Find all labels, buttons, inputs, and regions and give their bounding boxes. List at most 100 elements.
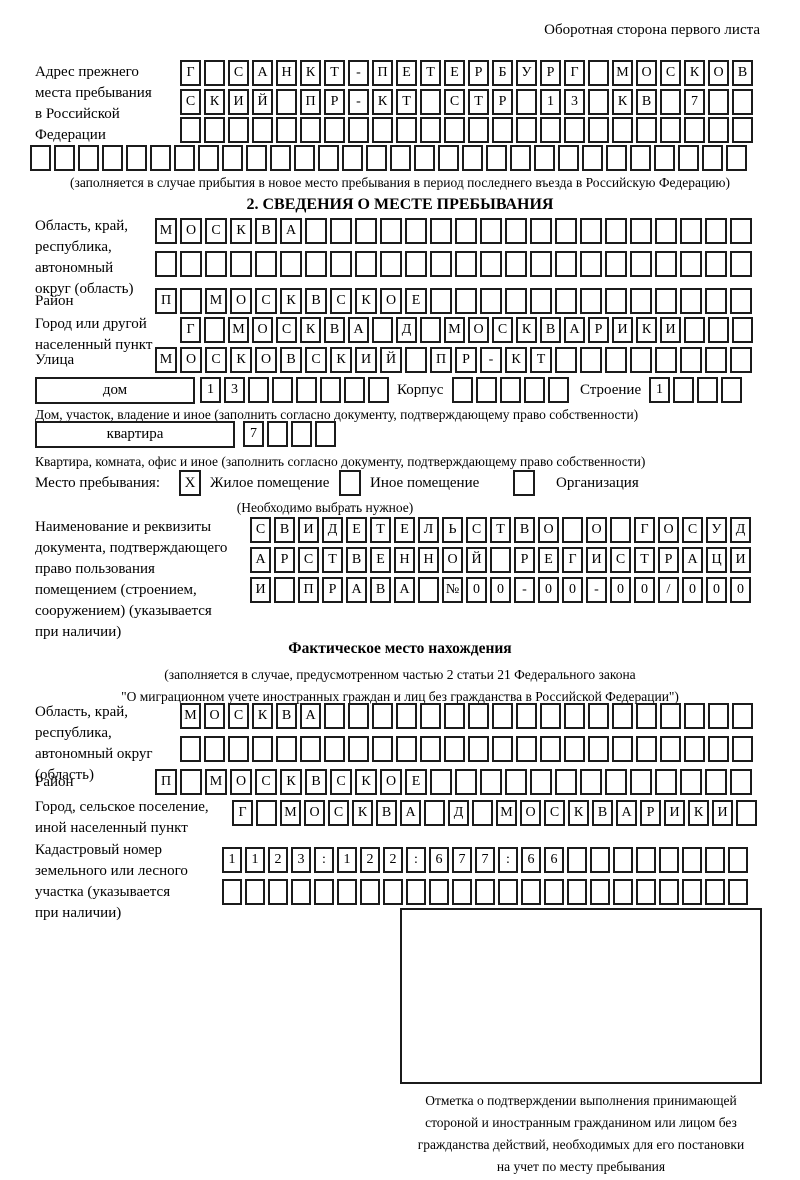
char-box[interactable] — [480, 769, 502, 795]
char-box[interactable]: 0 — [634, 577, 655, 603]
char-box[interactable]: М — [444, 317, 465, 343]
char-box[interactable]: 1 — [540, 89, 561, 115]
char-box[interactable] — [705, 347, 727, 373]
char-box[interactable] — [315, 421, 336, 447]
char-box[interactable] — [708, 117, 729, 143]
char-box[interactable] — [588, 60, 609, 86]
char-box[interactable]: К — [505, 347, 527, 373]
char-box[interactable] — [728, 879, 748, 905]
char-box[interactable]: 6 — [429, 847, 449, 873]
char-box[interactable] — [498, 879, 518, 905]
char-box[interactable]: К — [252, 703, 273, 729]
char-box[interactable]: 1 — [222, 847, 242, 873]
char-box[interactable]: 3 — [224, 377, 245, 403]
char-box[interactable]: И — [660, 317, 681, 343]
char-box[interactable]: И — [664, 800, 685, 826]
char-box[interactable] — [430, 769, 452, 795]
char-box[interactable] — [730, 288, 752, 314]
char-box[interactable]: Р — [324, 89, 345, 115]
char-box[interactable] — [330, 218, 352, 244]
char-box[interactable] — [330, 251, 352, 277]
char-box[interactable] — [510, 145, 531, 171]
char-box[interactable] — [732, 317, 753, 343]
char-box[interactable]: № — [442, 577, 463, 603]
char-box[interactable] — [636, 703, 657, 729]
char-box[interactable]: П — [430, 347, 452, 373]
char-box[interactable] — [320, 377, 341, 403]
char-box[interactable] — [255, 251, 277, 277]
char-box[interactable]: К — [355, 288, 377, 314]
char-box[interactable]: А — [348, 317, 369, 343]
char-box[interactable] — [420, 703, 441, 729]
char-box[interactable] — [721, 377, 742, 403]
char-box[interactable] — [204, 60, 225, 86]
char-box[interactable]: В — [540, 317, 561, 343]
char-box[interactable]: : — [498, 847, 518, 873]
char-box[interactable] — [420, 89, 441, 115]
char-box[interactable]: П — [155, 769, 177, 795]
char-box[interactable]: С — [255, 769, 277, 795]
char-box[interactable]: И — [712, 800, 733, 826]
char-box[interactable]: Н — [394, 547, 415, 573]
char-box[interactable] — [430, 218, 452, 244]
char-box[interactable]: В — [280, 347, 302, 373]
char-box[interactable] — [708, 703, 729, 729]
char-box[interactable] — [654, 145, 675, 171]
char-box[interactable] — [636, 117, 657, 143]
char-box[interactable]: А — [400, 800, 421, 826]
char-box[interactable]: К — [280, 288, 302, 314]
char-box[interactable]: М — [228, 317, 249, 343]
char-box[interactable] — [660, 117, 681, 143]
char-box[interactable]: В — [514, 517, 535, 543]
char-box[interactable] — [726, 145, 747, 171]
char-box[interactable]: 7 — [475, 847, 495, 873]
char-box[interactable]: С — [328, 800, 349, 826]
char-box[interactable] — [630, 218, 652, 244]
char-box[interactable] — [605, 288, 627, 314]
char-box[interactable]: И — [298, 517, 319, 543]
char-box[interactable] — [418, 577, 439, 603]
char-box[interactable]: О — [230, 288, 252, 314]
char-box[interactable] — [102, 145, 123, 171]
char-box[interactable] — [680, 769, 702, 795]
char-box[interactable] — [680, 288, 702, 314]
char-box[interactable] — [588, 736, 609, 762]
char-box[interactable] — [610, 517, 631, 543]
char-box[interactable]: С — [305, 347, 327, 373]
char-box[interactable] — [414, 145, 435, 171]
char-box[interactable] — [198, 145, 219, 171]
char-box[interactable]: О — [304, 800, 325, 826]
char-box[interactable]: М — [496, 800, 517, 826]
char-box[interactable] — [680, 347, 702, 373]
char-box[interactable] — [475, 879, 495, 905]
char-box[interactable]: Т — [396, 89, 417, 115]
char-box[interactable] — [294, 145, 315, 171]
char-box[interactable] — [659, 847, 679, 873]
char-box[interactable]: 0 — [610, 577, 631, 603]
char-box[interactable]: С — [544, 800, 565, 826]
char-box[interactable] — [612, 117, 633, 143]
char-box[interactable] — [252, 736, 273, 762]
char-box[interactable]: А — [280, 218, 302, 244]
char-box[interactable] — [204, 736, 225, 762]
char-box[interactable] — [420, 736, 441, 762]
char-box[interactable] — [680, 251, 702, 277]
char-box[interactable] — [380, 251, 402, 277]
char-box[interactable] — [588, 89, 609, 115]
char-box[interactable] — [580, 288, 602, 314]
char-box[interactable] — [455, 251, 477, 277]
char-box[interactable] — [420, 317, 441, 343]
char-box[interactable] — [630, 251, 652, 277]
char-box[interactable] — [380, 218, 402, 244]
char-box[interactable]: А — [250, 547, 271, 573]
char-box[interactable] — [555, 288, 577, 314]
char-box[interactable] — [660, 703, 681, 729]
char-box[interactable] — [655, 251, 677, 277]
char-box[interactable] — [300, 117, 321, 143]
char-box[interactable]: Р — [514, 547, 535, 573]
char-box[interactable]: О — [180, 347, 202, 373]
char-box[interactable]: Ц — [706, 547, 727, 573]
char-box[interactable]: Р — [455, 347, 477, 373]
char-box[interactable] — [256, 800, 277, 826]
char-box[interactable]: В — [592, 800, 613, 826]
